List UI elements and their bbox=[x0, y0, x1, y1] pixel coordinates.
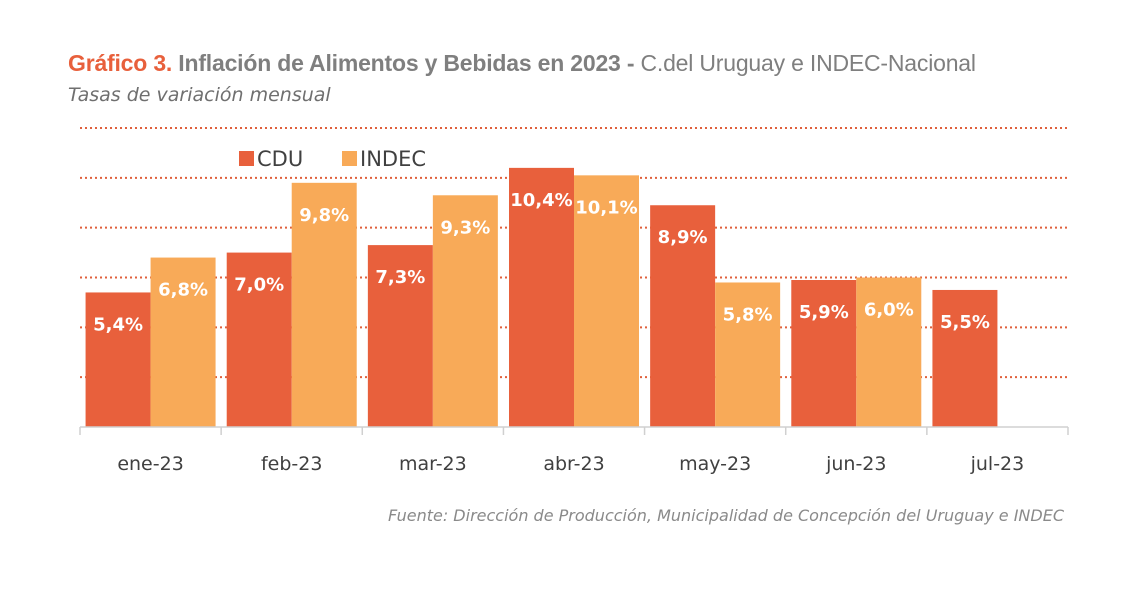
bar-cdu-jul-23 bbox=[932, 289, 998, 427]
x-tick-label: jun-23 bbox=[825, 453, 886, 475]
chart-title: Gráfico 3. Inflación de Alimentos y Bebi… bbox=[68, 50, 976, 77]
data-label: 9,8% bbox=[299, 205, 349, 226]
x-axis: ene-23 feb-23 mar-23 abr-23 may-23 jun-23 jul-… bbox=[79, 426, 1069, 475]
data-label: 8,9% bbox=[658, 227, 708, 248]
data-label: 7,3% bbox=[375, 267, 425, 288]
data-label: 5,8% bbox=[723, 304, 773, 325]
x-tick-label: feb-23 bbox=[261, 453, 322, 475]
bar-indec-may-23 bbox=[715, 282, 781, 427]
data-label: 6,0% bbox=[864, 300, 914, 321]
bar-indec-feb-23 bbox=[291, 182, 357, 427]
bar-cdu-abr-23 bbox=[509, 167, 574, 427]
chart-title-main: Inflación de Alimentos y Bebidas en 2023… bbox=[172, 50, 641, 76]
chart-title-lead: Gráfico 3. bbox=[68, 50, 173, 76]
x-tick-label: abr-23 bbox=[543, 453, 604, 475]
bars: 5,4% 6,8% 7,0% 9,8% 7,3% 9,3% 10,4% 10,1% 8,9% 5,… bbox=[85, 167, 998, 427]
legend-label-indec: INDEC bbox=[360, 147, 426, 171]
legend-swatch-cdu bbox=[239, 151, 254, 166]
bar-cdu-may-23 bbox=[650, 205, 716, 427]
x-tick-label: may-23 bbox=[679, 453, 751, 475]
data-label: 5,5% bbox=[940, 312, 990, 333]
legend: CDU INDEC bbox=[239, 147, 426, 171]
x-tick-label: jul-23 bbox=[970, 453, 1025, 475]
legend-label-cdu: CDU bbox=[257, 147, 303, 171]
bar-cdu-feb-23 bbox=[226, 252, 292, 427]
data-label: 6,8% bbox=[158, 280, 208, 301]
data-label: 7,0% bbox=[234, 275, 284, 296]
data-label: 10,4% bbox=[510, 190, 572, 211]
bar-indec-ene-23 bbox=[150, 257, 216, 427]
source-note: Fuente: Dirección de Producción, Municip… bbox=[388, 506, 1064, 525]
data-label: 5,9% bbox=[799, 302, 849, 323]
data-label: 5,4% bbox=[93, 314, 143, 335]
bar-cdu-ene-23 bbox=[85, 292, 151, 427]
chart-title-rest: C.del Uruguay e INDEC-Nacional bbox=[640, 50, 976, 76]
bar-indec-jun-23 bbox=[856, 277, 922, 427]
bar-indec-abr-23 bbox=[574, 175, 639, 427]
bar-cdu-jun-23 bbox=[791, 279, 857, 427]
bar-cdu-mar-23 bbox=[367, 245, 433, 427]
x-tick-label: ene-23 bbox=[117, 453, 183, 475]
data-label: 9,3% bbox=[440, 217, 490, 238]
data-label: 10,1% bbox=[575, 197, 637, 218]
legend-swatch-indec bbox=[342, 151, 357, 166]
chart-subtitle: Tasas de variación mensual bbox=[68, 84, 331, 106]
bar-indec-mar-23 bbox=[432, 195, 498, 427]
x-tick-label: mar-23 bbox=[399, 453, 467, 475]
